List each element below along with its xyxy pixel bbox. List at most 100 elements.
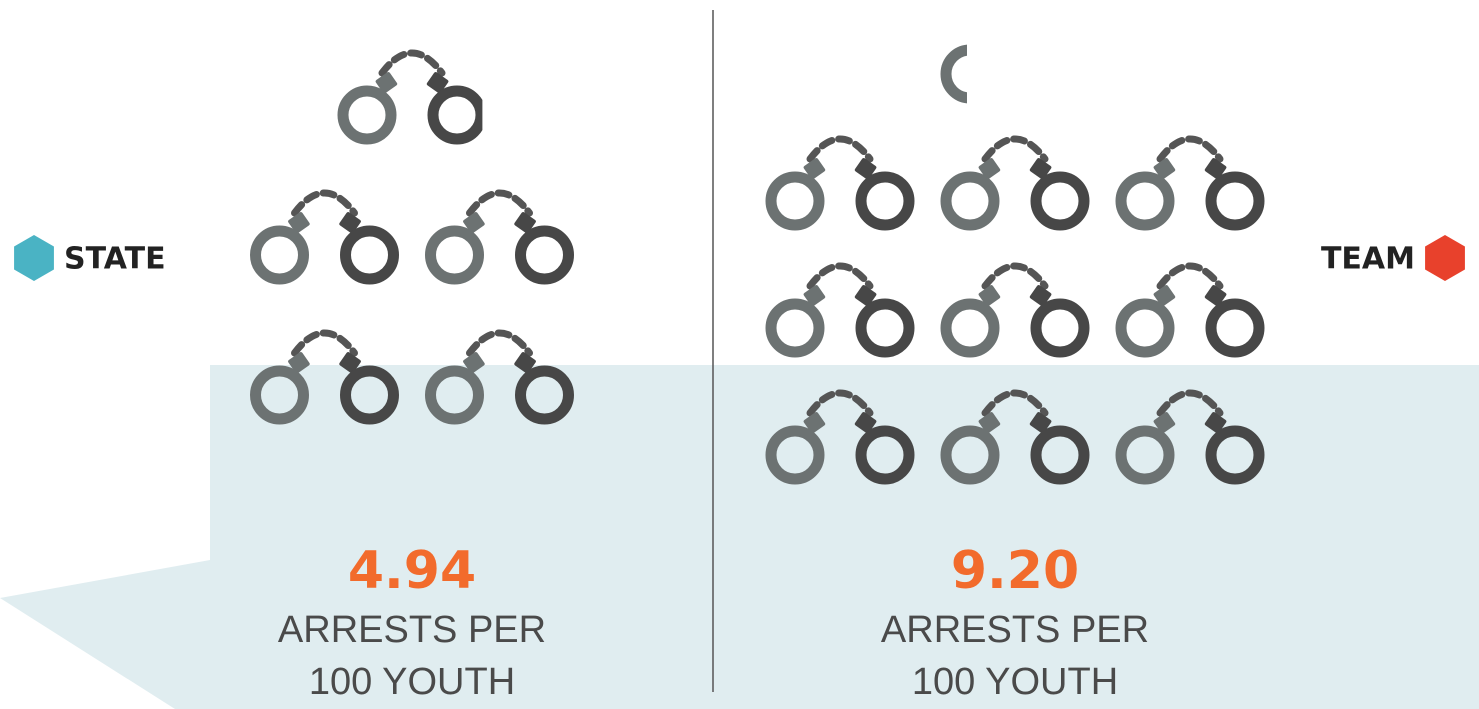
handcuff-icon	[337, 49, 483, 145]
cuff	[1030, 425, 1090, 485]
cuff	[940, 171, 1000, 231]
cuff-hinge	[803, 285, 826, 307]
chain	[1156, 262, 1224, 290]
cuff	[765, 298, 825, 358]
chain	[806, 135, 874, 163]
cuff	[425, 225, 484, 285]
cuff-hinge	[288, 352, 310, 374]
cuff	[1115, 425, 1175, 485]
cuff-hinge	[288, 212, 310, 234]
unit-label: 100 YOUTH	[912, 661, 1118, 703]
cuff	[1030, 171, 1090, 231]
cuff-hinge	[854, 158, 877, 180]
cuff-hinge	[339, 212, 361, 234]
background-wedge	[0, 560, 210, 709]
cuff	[855, 298, 915, 358]
handcuff-icon	[250, 329, 399, 425]
cuff	[1115, 171, 1175, 231]
chain	[985, 12, 1045, 32]
cuff-hinge	[1153, 285, 1176, 307]
cuff	[340, 225, 399, 285]
legend-swatch	[1425, 235, 1465, 281]
cuff-hinge	[803, 158, 826, 180]
cuff-hinge	[1153, 412, 1176, 434]
unit-label: ARRESTS PER	[278, 609, 546, 651]
legend-label: TEAM	[1321, 242, 1415, 277]
cuff-hinge	[1029, 158, 1052, 180]
cuff-hinge	[375, 72, 398, 94]
cuff-hinge	[463, 352, 485, 374]
chain	[1156, 135, 1224, 163]
cuff	[1115, 298, 1175, 358]
value-label: 9.20	[951, 541, 1079, 601]
cuff-hinge	[1204, 285, 1227, 307]
cuff	[940, 425, 1000, 485]
handcuff-icon	[425, 189, 574, 285]
cuff-hinge	[978, 412, 1001, 434]
handcuff-icon	[940, 389, 1090, 485]
cuff-hinge	[854, 412, 877, 434]
chain	[291, 189, 358, 217]
cuff-hinge	[426, 72, 449, 94]
handcuff-icon	[765, 135, 915, 231]
cuff-hinge	[978, 158, 1001, 180]
cuff	[765, 425, 825, 485]
cuff	[1205, 298, 1265, 358]
chain	[981, 262, 1049, 290]
legend-swatch	[14, 235, 54, 281]
cuff	[1036, 50, 1084, 98]
handcuff-icon	[1115, 389, 1265, 485]
handcuff-icon	[940, 12, 1084, 104]
cuff	[1205, 171, 1265, 231]
cuff	[515, 225, 574, 285]
cuff	[1030, 298, 1090, 358]
legend-label: STATE	[64, 242, 166, 277]
cuff-hinge	[463, 212, 485, 234]
cuff-hinge	[1029, 30, 1052, 53]
cuff-hinge	[978, 30, 1001, 53]
chain	[981, 135, 1049, 163]
chain	[466, 189, 533, 217]
chain	[806, 389, 874, 417]
handcuff-icon	[940, 262, 1090, 358]
cuff	[855, 425, 915, 485]
cuff-hinge	[514, 212, 536, 234]
cuff-hinge	[339, 352, 361, 374]
cuff-hinge	[1204, 412, 1227, 434]
cuff	[427, 85, 483, 145]
cuff	[250, 365, 309, 425]
handcuff-icon	[765, 389, 915, 485]
cuff	[515, 365, 574, 425]
handcuff-icon	[940, 135, 1090, 231]
handcuff-icon	[1115, 135, 1265, 231]
cuff-hinge	[1153, 158, 1176, 180]
unit-label: 100 YOUTH	[309, 661, 515, 703]
cuff-hinge	[978, 285, 1001, 307]
chain	[466, 329, 533, 357]
cuff	[940, 298, 1000, 358]
cuff-hinge	[1204, 158, 1227, 180]
chain	[806, 262, 874, 290]
background-band	[210, 365, 1479, 709]
cuff	[250, 225, 309, 285]
chain	[981, 389, 1049, 417]
cuff	[940, 44, 967, 104]
cuff	[855, 171, 915, 231]
handcuff-icon	[250, 189, 399, 285]
chain	[378, 49, 446, 77]
cuff	[765, 171, 825, 231]
cuff-hinge	[1029, 412, 1052, 434]
cuff-hinge	[854, 285, 877, 307]
handcuff-icon	[1115, 262, 1265, 358]
cuff	[337, 85, 397, 145]
cuff-hinge	[803, 412, 826, 434]
handcuff-icon	[765, 262, 915, 358]
handcuff-icon	[425, 329, 574, 425]
chain	[1156, 389, 1224, 417]
unit-label: ARRESTS PER	[881, 609, 1149, 651]
cuff	[1205, 425, 1265, 485]
value-label: 4.94	[348, 541, 476, 601]
cuff-hinge	[1029, 285, 1052, 307]
cuff-hinge	[514, 352, 536, 374]
cuff	[425, 365, 484, 425]
